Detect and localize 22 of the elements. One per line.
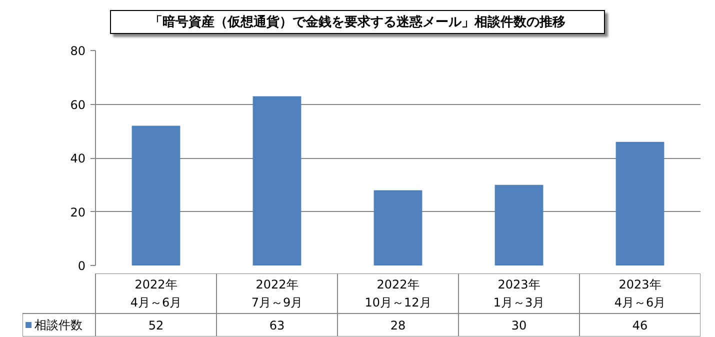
x-tick-label: 2023年 4月～6月 (614, 277, 666, 310)
bar (374, 190, 422, 266)
bar (252, 96, 302, 266)
data-label: 46 (632, 318, 648, 332)
data-label: 63 (269, 318, 285, 332)
x-tick-label: 2022年 7月～9月 (251, 277, 303, 310)
y-tick-label: 0 (78, 259, 86, 273)
x-tick-label: 2022年 4月～6月 (130, 277, 182, 310)
y-tick-label: 40 (70, 152, 86, 166)
y-tick-label: 20 (70, 205, 86, 220)
x-tick-label: 2023年 1月～3月 (493, 277, 545, 310)
data-label: 30 (511, 318, 527, 332)
bar (132, 126, 180, 266)
x-tick-label: 2022年 10月～12月 (364, 277, 432, 310)
data-label: 28 (390, 318, 406, 332)
y-tick-label: 80 (70, 44, 86, 58)
bar (494, 184, 544, 266)
bar (616, 142, 664, 266)
chart-title: 「暗号資産（仮想通貨）で金銭を要求する迷惑メール」相談件数の推移 (150, 14, 566, 32)
legend-label: 相談件数 (34, 318, 83, 332)
data-label: 52 (148, 318, 164, 332)
y-tick-label: 60 (70, 98, 86, 112)
